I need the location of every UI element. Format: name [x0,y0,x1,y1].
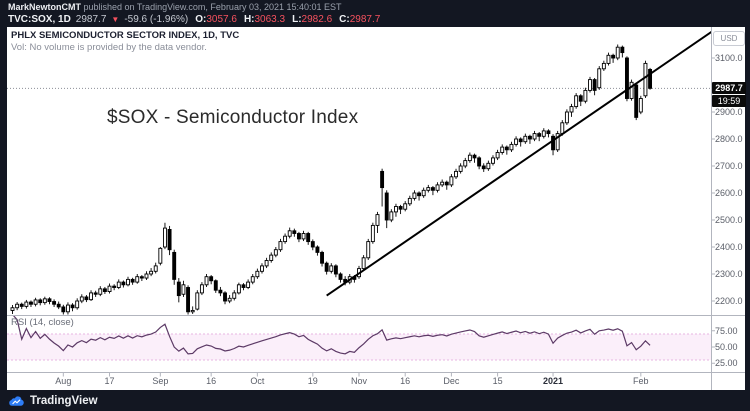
time-tick-label: Dec [443,376,460,386]
time-tick-label: 19 [307,376,318,386]
price-tick-label: 2200.0 [715,296,743,306]
chart-area: PHLX SEMICONDUCTOR SECTOR INDEX, 1D, TVC… [7,27,746,390]
publish-line: MarkNewtonCMT published on TradingView.c… [8,2,750,13]
time-tick-label: Oct [250,376,265,386]
currency-unit-button[interactable]: USD [713,31,745,46]
last-price: 2987.7 [75,14,107,25]
price-tick-label: 2400.0 [715,242,743,252]
down-triangle-icon: ▼ [111,15,120,24]
price-tick-label: 2600.0 [715,188,743,198]
time-tick-label: Feb [633,376,649,386]
price-tick-label: 3100.0 [715,53,743,63]
price-change: -59.6 (-1.96%) [124,14,189,25]
price-tick-label: 2300.0 [715,269,743,279]
time-tick-label: 2021 [543,376,564,386]
tradingview-brand-link[interactable]: TradingView [30,394,98,407]
price-tick-label: 2700.0 [715,161,743,171]
symbol-interval: TVC:SOX, 1D [8,14,71,25]
rsi-tick-label: 25.00 [715,358,738,369]
ohlc-open: O:3057.6 [195,14,237,25]
time-tick-label: 16 [400,376,411,386]
time-tick-label: 16 [206,376,217,386]
quote-line: TVC:SOX, 1D 2987.7 ▼ -59.6 (-1.96%) O:30… [8,13,750,26]
snapshot-header: MarkNewtonCMT published on TradingView.c… [0,0,750,27]
rsi-tick-label: 75.00 [715,325,738,336]
time-tick-label: 15 [492,376,503,386]
time-tick-label: Sep [152,376,169,386]
time-tick-label: Aug [55,376,72,386]
time-tick-label: 17 [104,376,115,386]
rsi-tick-label: 50.00 [715,342,738,352]
ohlc-close: C:2987.7 [339,14,381,25]
publish-info: published on TradingView.com, February 0… [81,2,342,12]
ohlc-low: L:2982.6 [292,14,333,25]
tradingview-footer: TradingView [0,390,750,411]
price-tick-label: 2500.0 [715,215,743,225]
ohlc-high: H:3063.3 [243,14,286,25]
tradingview-cloud-logo-icon[interactable] [8,395,25,407]
price-tick-label: 2800.0 [715,134,743,144]
price-tick-label: 2900.0 [715,107,743,117]
time-tick-label: Nov [350,376,368,386]
candlestick-chart[interactable] [7,27,745,390]
author-name: MarkNewtonCMT [8,2,82,12]
